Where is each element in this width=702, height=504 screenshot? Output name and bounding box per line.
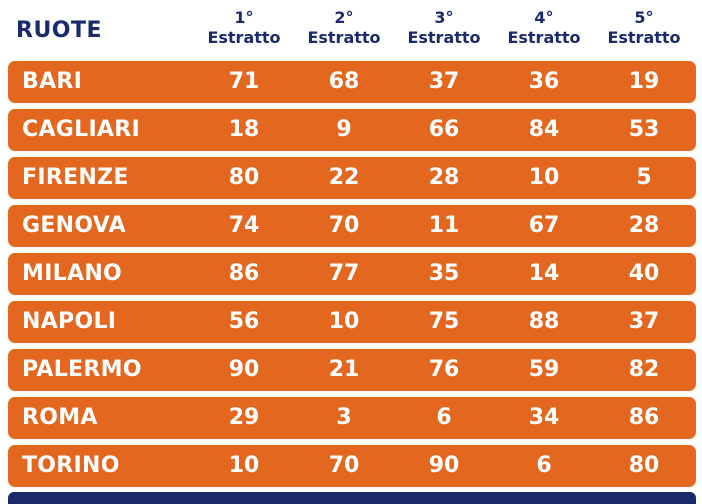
ruote-header: RUOTE [16,18,103,43]
extraction-value: 75 [428,309,460,334]
header-col-3: 3° Estratto [394,8,494,48]
city-name: NAPOLI [22,309,117,334]
table-row: GENOVA 74 70 11 67 28 [8,205,696,247]
extraction-value: 53 [628,117,660,142]
extraction-value: 29 [228,405,260,430]
extraction-value: 67 [528,213,560,238]
city-name: TORINO [22,453,120,478]
city-name: PALERMO [22,357,142,382]
extraction-value: 34 [528,405,560,430]
extraction-value: 90 [428,453,460,478]
extraction-value: 86 [228,261,260,286]
extraction-value: 36 [528,69,560,94]
extraction-value: 70 [328,453,360,478]
header-label: Estratto [407,28,481,47]
extraction-value: 10 [228,453,260,478]
header-col-2: 2° Estratto [294,8,394,48]
extraction-value: 82 [628,357,660,382]
extraction-value: 77 [328,261,360,286]
extraction-value: 86 [628,405,660,430]
extraction-value: 80 [628,453,660,478]
extraction-value: 18 [228,117,260,142]
extraction-value: 66 [428,117,460,142]
table-row: NAPOLI 56 10 75 88 37 [8,301,696,343]
table-row: PALERMO 90 21 76 59 82 [8,349,696,391]
header-label: Estratto [607,28,681,47]
table-row: CAGLIARI 18 9 66 84 53 [8,109,696,151]
extraction-value: 6 [536,453,552,478]
header-label: Estratto [307,28,381,47]
header-ordinal: 3° [434,8,454,27]
extraction-value: 14 [528,261,560,286]
extraction-value: 74 [228,213,260,238]
table-body: BARI 71 68 37 36 19 CAGLIARI 18 9 66 84 … [8,61,696,493]
header-label: Estratto [207,28,281,47]
header-ordinal: 1° [234,8,254,27]
table-row: ROMA 29 3 6 34 86 [8,397,696,439]
header-col-1: 1° Estratto [194,8,294,48]
extraction-value: 70 [328,213,360,238]
extraction-value: 6 [436,405,452,430]
extraction-value: 21 [328,357,360,382]
extraction-value: 28 [628,213,660,238]
city-name: BARI [22,69,83,94]
header-ordinal: 2° [334,8,354,27]
extraction-value: 22 [328,165,360,190]
extraction-value: 76 [428,357,460,382]
extraction-value: 90 [228,357,260,382]
header-label: Estratto [507,28,581,47]
extraction-value: 37 [628,309,660,334]
city-name: FIRENZE [22,165,129,190]
extraction-value: 59 [528,357,560,382]
extraction-value: 3 [336,405,352,430]
table-header: RUOTE 1° Estratto 2° Estratto 3° Estratt… [8,6,696,56]
city-name: GENOVA [22,213,126,238]
header-ordinal: 5° [634,8,654,27]
extraction-value: 35 [428,261,460,286]
extraction-value: 11 [428,213,460,238]
table-row: FIRENZE 80 22 28 10 5 [8,157,696,199]
extraction-value: 88 [528,309,560,334]
header-ordinal: 4° [534,8,554,27]
city-name: ROMA [22,405,98,430]
extraction-value: 9 [336,117,352,142]
extraction-value: 71 [228,69,260,94]
table-row: TORINO 10 70 90 6 80 [8,445,696,487]
extraction-value: 10 [528,165,560,190]
extraction-value: 19 [628,69,660,94]
table-row: MILANO 86 77 35 14 40 [8,253,696,295]
extraction-value: 68 [328,69,360,94]
city-name: MILANO [22,261,123,286]
extraction-value: 37 [428,69,460,94]
header-col-5: 5° Estratto [594,8,694,48]
extraction-value: 10 [328,309,360,334]
extraction-value: 40 [628,261,660,286]
table-row: BARI 71 68 37 36 19 [8,61,696,103]
extraction-value: 56 [228,309,260,334]
header-col-4: 4° Estratto [494,8,594,48]
city-name: CAGLIARI [22,117,140,142]
extraction-value: 28 [428,165,460,190]
extraction-value: 80 [228,165,260,190]
bottom-bar [8,492,696,504]
extraction-value: 84 [528,117,560,142]
extraction-value: 5 [636,165,652,190]
